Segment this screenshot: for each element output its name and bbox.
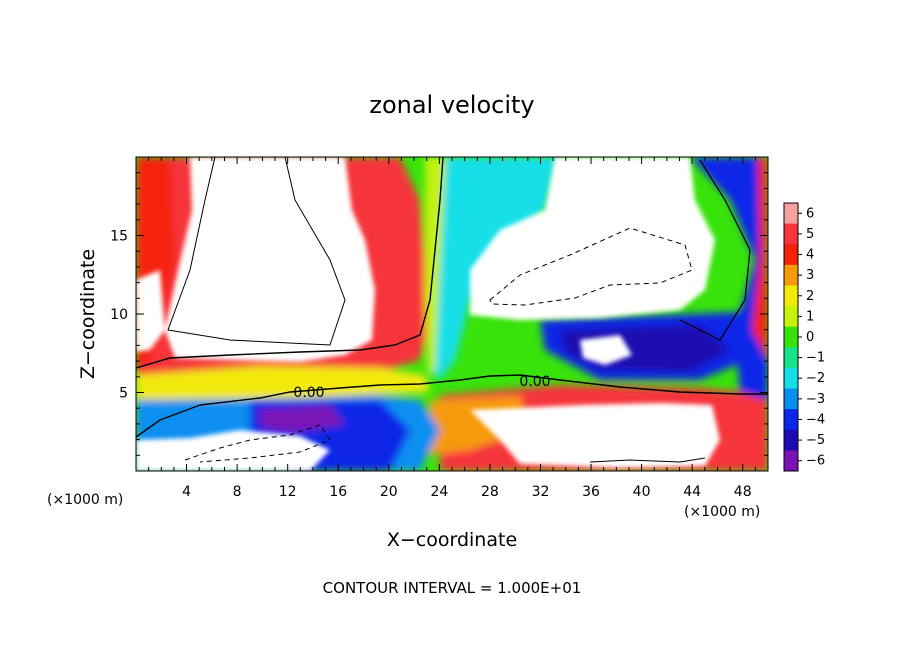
blank-region-upper-left — [165, 157, 375, 362]
colorbar-tick-label: 1 — [806, 309, 814, 324]
colorbar-swatch — [784, 223, 798, 245]
chart-title: zonal velocity — [369, 91, 534, 119]
purple-region-lower-left — [258, 405, 345, 432]
zero-contour-line — [136, 374, 768, 438]
x-tick-label: 16 — [329, 484, 347, 500]
colorbar-swatch — [784, 409, 798, 431]
blank-region-left-edge — [136, 270, 165, 352]
colorbar-tick-label: 6 — [806, 206, 814, 221]
x-unit-label-left: (×1000 m) — [47, 492, 123, 508]
blank-region-lower-middle — [470, 403, 720, 468]
blank-pocket-middle — [580, 335, 632, 365]
colorbar-swatch — [784, 244, 798, 266]
colorbar-swatch — [784, 429, 798, 451]
contour-label-zero-left: 0.00 — [293, 385, 324, 401]
colorbar-tick-label: 2 — [806, 289, 814, 304]
colorbar-swatch — [784, 450, 798, 472]
x-axis-label: X−coordinate — [387, 529, 517, 551]
x-tick-label: 36 — [582, 484, 600, 500]
x-tick-label: 8 — [233, 484, 242, 500]
colorbar-tick-label: −1 — [806, 351, 825, 366]
cyan-band-top — [430, 157, 560, 380]
contour-line-upper-left-thin — [167, 157, 346, 346]
x-tick-label: 12 — [279, 484, 297, 500]
x-tick-label: 40 — [633, 484, 651, 500]
x-unit-label-right: (×1000 m) — [684, 504, 760, 520]
colorbar-swatch — [784, 264, 798, 286]
colorbar-tick-label: −4 — [806, 412, 825, 427]
colorbar-swatch — [784, 285, 798, 307]
colorbar-swatch — [784, 388, 798, 410]
colorbar-tick-label: 4 — [806, 248, 814, 263]
x-tick-label: 28 — [481, 484, 499, 500]
zero-contour-upper-left — [136, 157, 444, 369]
blank-region-upper-right — [470, 157, 715, 320]
colorbar-tick-label: −3 — [806, 392, 825, 407]
x-tick-label: 24 — [430, 484, 448, 500]
colorbar-swatch — [784, 347, 798, 369]
velocity-field — [136, 157, 768, 471]
y-tick-label: 10 — [110, 307, 128, 323]
x-tick-label: 32 — [532, 484, 550, 500]
blank-region-lower-left — [136, 430, 330, 471]
x-tick-label: 44 — [683, 484, 701, 500]
yellow-band-left — [136, 366, 430, 400]
x-tick-label: 48 — [734, 484, 752, 500]
y-tick-label: 5 — [119, 386, 128, 402]
x-tick-label: 4 — [182, 484, 191, 500]
colorbar-tick-label: −6 — [806, 454, 825, 469]
colorbar-swatch — [784, 306, 798, 328]
colorbar-swatch — [784, 326, 798, 348]
colorbar-swatch — [784, 367, 798, 390]
contour-line-lower-right — [589, 457, 706, 463]
x-tick-label: 20 — [380, 484, 398, 500]
colorbar: 6 5 4 3 2 1 0 −1 −2 −3 −4 −5 −6 — [783, 202, 825, 472]
colorbar-tick-label: 5 — [806, 227, 814, 242]
warm-strip-far-right — [752, 157, 768, 360]
y-axis-label: Z−coordinate — [77, 249, 99, 379]
contour-label-zero-right: 0.00 — [519, 374, 550, 390]
negative-contour-lower-left — [184, 424, 331, 463]
colorbar-tick-label: −2 — [806, 371, 825, 386]
negative-contour-upper-right — [489, 227, 693, 306]
colorbar-swatch — [784, 203, 798, 225]
x-axis-ticks: 4 8 12 16 20 24 28 32 36 40 44 48 — [148, 157, 756, 500]
y-axis-ticks: 5 10 15 — [110, 172, 768, 456]
green-band-top — [425, 157, 445, 375]
colorbar-tick-label: 3 — [806, 268, 814, 283]
warm-region-right — [690, 157, 768, 400]
colorbar-tick-label: −5 — [806, 433, 825, 448]
y-tick-label: 15 — [110, 229, 128, 245]
contour-line-right-thin — [679, 159, 751, 341]
colorbar-tick-label: 0 — [806, 330, 814, 345]
contour-interval-note: CONTOUR INTERVAL = 1.000E+01 — [323, 579, 582, 597]
